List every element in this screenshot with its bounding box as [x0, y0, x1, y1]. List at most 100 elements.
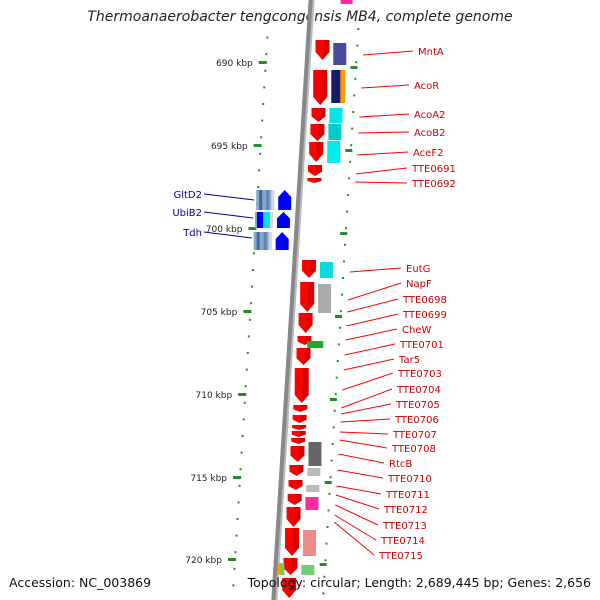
scale-dot: [345, 227, 348, 230]
scale-outer-tick: [345, 149, 353, 152]
gene-label-tar5: Tar5: [398, 355, 420, 366]
gene-arrow-shade: [308, 260, 316, 278]
gene-left-stripe-band: [256, 232, 260, 250]
gene-arrow-shade: [299, 415, 307, 423]
gene-colored-box: [318, 284, 332, 313]
gene-arrow-shade: [293, 507, 301, 527]
leader-line: [346, 313, 399, 327]
scale-dot: [346, 210, 349, 213]
scale-label: 715 kbp: [190, 474, 227, 484]
gene-blue-arrow: [278, 190, 292, 210]
leader-line: [340, 403, 392, 415]
scale-dot: [258, 169, 261, 172]
gene-green-box: [307, 341, 324, 348]
scale-label: 705 kbp: [201, 308, 238, 318]
genome-backbone: [271, 0, 315, 600]
leader-line: [342, 372, 394, 391]
scale-dot: [356, 44, 359, 47]
gene-red-arrow: [311, 108, 326, 122]
leader-line: [340, 418, 391, 423]
scale-dot: [338, 326, 341, 329]
gene-leader-lines: [203, 50, 414, 556]
gene-arrow-shade: [297, 446, 305, 462]
gene-label-tte0703: TTE0703: [397, 369, 442, 380]
gene-label-acoa2: AcoA2: [414, 110, 445, 121]
gene-label-tte0710: TTE0710: [387, 474, 432, 485]
scale-dot: [347, 194, 350, 196]
scale-dot: [243, 401, 246, 404]
backbone-line: [271, 0, 313, 600]
gene-left-stripe-band: [266, 190, 270, 210]
gene-left-stripe-band: [271, 190, 275, 210]
gene-red-arrow: [283, 558, 298, 575]
gene-red-arrow: [290, 446, 305, 462]
scale-dot: [241, 435, 244, 437]
scale-dot: [333, 409, 336, 412]
gene-arrow-shade: [296, 465, 304, 476]
gene-blue-arrow: [276, 212, 290, 228]
scale-dot: [232, 584, 235, 587]
gene-colored-box: [328, 124, 342, 140]
gene-red-arrow: [294, 368, 309, 403]
scale-label: 690 kbp: [216, 59, 253, 69]
gene-red-arrow: [300, 282, 315, 312]
gene-label-tte0713: TTE0713: [382, 521, 427, 532]
leader-line-left: [203, 231, 252, 239]
scale-label: 695 kbp: [211, 142, 248, 152]
gene-arrow-shade: [314, 178, 322, 183]
scale-dot: [233, 567, 236, 570]
leader-line: [359, 113, 410, 118]
gene-red-arrow: [309, 142, 324, 162]
gene-label-tte0712: TTE0712: [383, 505, 428, 516]
accession-label: Accession: NC_003869: [9, 575, 152, 590]
scale-label: 720 kbp: [185, 556, 222, 566]
gene-bottom-marker: [277, 563, 283, 575]
scale-dot: [326, 526, 329, 528]
leader-line: [347, 282, 402, 301]
scale-dot: [263, 86, 266, 89]
scale-dot: [251, 269, 254, 271]
gene-red-arrow: [288, 480, 303, 490]
scale-dot: [246, 352, 249, 354]
gene-features: [253, 0, 353, 598]
gene-label-rtcb: RtcB: [389, 459, 412, 470]
scale-dot: [355, 61, 358, 64]
gene-arrow-shade: [316, 142, 324, 162]
leader-line: [355, 181, 408, 184]
gene-labels: MntA AcoR AcoA2 AcoB2 AceF2 TTE0691 TTE0692 Eut…: [172, 47, 455, 562]
scale-dot: [349, 160, 352, 163]
scale-dot: [238, 484, 241, 487]
leader-line: [337, 469, 384, 479]
scale-dot: [249, 302, 252, 305]
gene-arrow-shade: [304, 336, 312, 345]
scale-dot: [354, 77, 357, 80]
scale-major-tick: [258, 61, 267, 64]
gene-top-marker: [340, 0, 353, 4]
gene-label-tte0692: TTE0692: [411, 179, 456, 190]
gene-arrow-shade: [292, 528, 300, 556]
leader-line: [336, 485, 382, 495]
scale-dot: [265, 53, 268, 56]
leader-line: [335, 494, 380, 510]
gene-red-arrow: [301, 260, 316, 278]
leader-line: [349, 267, 402, 273]
gene-label-tte0708: TTE0708: [391, 444, 436, 455]
gene-label-acef2: AceF2: [413, 148, 443, 159]
gene-red-arrow: [293, 405, 308, 412]
scale-major-tick: [238, 393, 247, 396]
gene-label-chew: CheW: [402, 325, 431, 336]
gene-label-tte0715: TTE0715: [378, 551, 423, 562]
gene-arrow-shade: [295, 480, 303, 490]
scale-dot: [237, 501, 240, 504]
gene-cyan-accent: [262, 212, 269, 228]
gene-bottom-marker: [280, 563, 285, 575]
leader-line: [341, 388, 393, 409]
scale-dot: [261, 119, 264, 122]
leader-line: [333, 521, 375, 556]
scale-dot: [235, 534, 238, 537]
gene-red-arrow: [287, 494, 302, 505]
scale-dot: [236, 518, 239, 520]
gene-red-arrow: [308, 165, 323, 176]
leader-line-left: [203, 193, 255, 201]
leader-line-left: [203, 211, 254, 219]
